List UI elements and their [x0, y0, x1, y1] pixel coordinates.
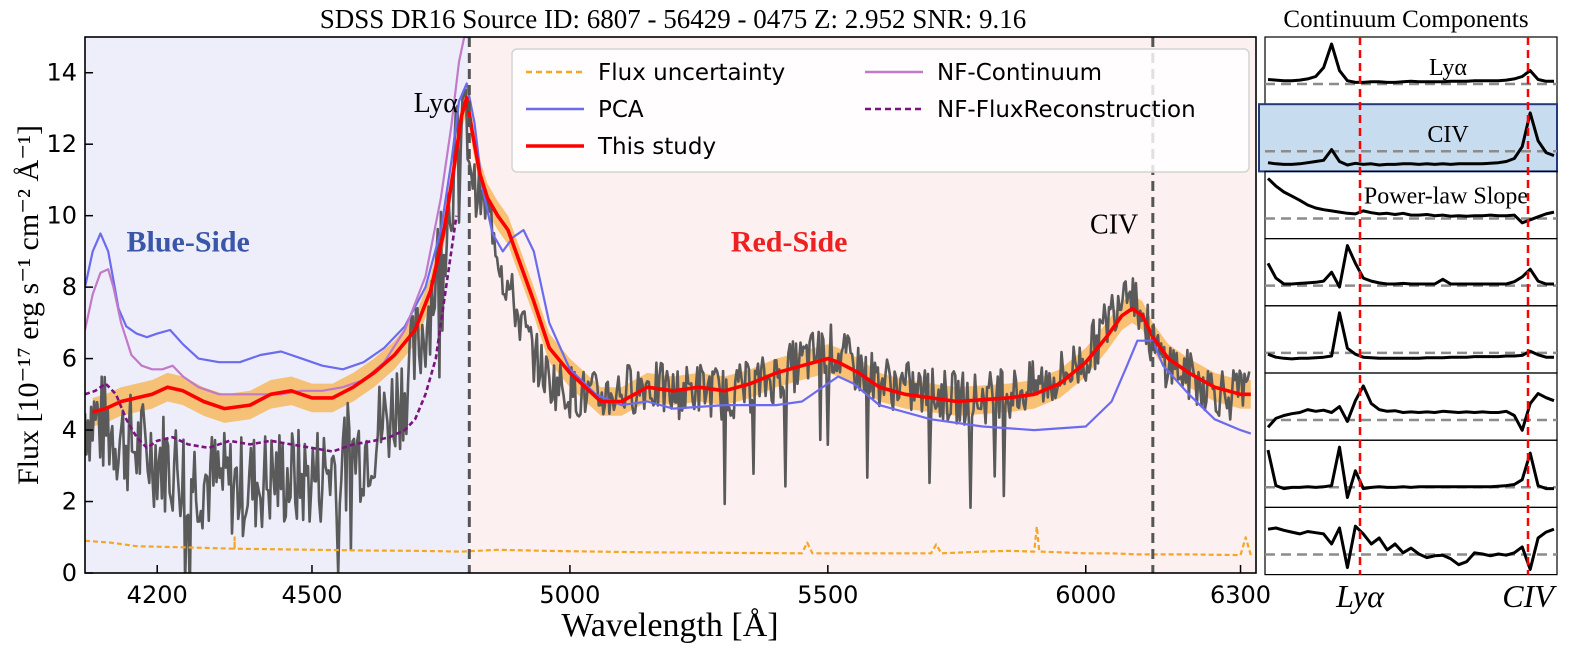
legend: Flux uncertainty PCA This study NF-Conti… [511, 48, 1250, 173]
component-frame [1264, 305, 1558, 374]
x-tick-label: 4500 [281, 581, 342, 609]
x-axis-label: Wavelength [Å] [561, 607, 778, 644]
blue-side-label: Blue-Side [126, 225, 249, 258]
pca-line [85, 82, 1252, 435]
x-tick-label: 4200 [127, 581, 188, 609]
civ-annotation: CIV [1090, 210, 1138, 241]
y-axis-label: Flux [10⁻¹⁷ erg s⁻¹ cm⁻² Å⁻¹] [12, 125, 45, 485]
legend-label-nf-continuum: NF-Continuum [937, 60, 1102, 86]
nf-fluxreconstruction-line [85, 215, 458, 453]
x-tick-label: 5500 [797, 581, 858, 609]
component-frame [1264, 238, 1558, 307]
flux-spectrum-line [85, 88, 1251, 573]
nf-continuum-line [85, 37, 470, 396]
component-frame [1264, 506, 1558, 576]
component-curve [1266, 445, 1554, 499]
y-tick-label: 0 [62, 559, 77, 587]
continuum-components-panel: Continuum Components Lyα CIV Power-law Slo… [1258, 6, 1558, 614]
component-curve [1266, 244, 1554, 289]
component-highlight-box [1258, 103, 1558, 173]
components-tick-lya: Lyα [1335, 578, 1385, 614]
x-tick-label: 6300 [1210, 581, 1271, 609]
main-spectrum-panel: Blue-Side Red-Side Lyα CIV Flux uncertai… [12, 36, 1271, 644]
y-tick-label: 8 [62, 273, 77, 301]
component-label: CIV [1427, 122, 1469, 148]
y-tick-label: 2 [62, 488, 77, 516]
y-tick-label: 6 [62, 345, 77, 373]
y-tick-label: 10 [46, 202, 77, 230]
x-axis-ticks: 4200 4500 5000 5500 6000 6300 [127, 565, 1271, 609]
y-tick-label: 14 [46, 59, 77, 87]
component-curve [1267, 42, 1554, 84]
legend-label-this-study: This study [597, 134, 716, 160]
main-axes-frame [84, 36, 1257, 574]
components-layer: Lyα CIV Power-law Slope [1258, 36, 1558, 576]
figure-title: SDSS DR16 Source ID: 6807 - 56429 - 0475… [320, 4, 1027, 34]
component-frame [1264, 36, 1558, 105]
legend-label-flux-uncertainty: Flux uncertainty [598, 60, 785, 86]
red-side-label: Red-Side [731, 225, 848, 258]
legend-label-pca: PCA [598, 97, 644, 123]
legend-label-nf-fluxreconstruction: NF-FluxReconstruction [937, 97, 1196, 123]
x-tick-label: 5000 [539, 581, 600, 609]
y-tick-label: 12 [46, 130, 77, 158]
component-curve [1267, 111, 1555, 167]
y-tick-label: 4 [62, 416, 77, 444]
components-tick-civ: CIV [1502, 578, 1557, 614]
this-study-uncertainty-band [92, 83, 1251, 427]
lya-annotation: Lyα [414, 88, 459, 119]
this-study-line [92, 95, 1251, 414]
component-frame [1264, 439, 1558, 509]
component-curve [1267, 524, 1555, 571]
flux-uncertainty-line [85, 525, 1252, 557]
component-label: Lyα [1429, 55, 1467, 81]
components-title: Continuum Components [1283, 6, 1528, 33]
component-curve [1267, 311, 1554, 361]
series-layer [85, 37, 1252, 573]
component-frame [1264, 372, 1558, 441]
y-axis-ticks: 0 2 4 6 8 10 12 14 [46, 59, 93, 587]
component-curve [1266, 177, 1555, 225]
legend-box [511, 48, 1250, 173]
x-tick-label: 6000 [1055, 581, 1116, 609]
component-curve [1266, 384, 1555, 432]
component-label: Power-law Slope [1364, 183, 1528, 209]
